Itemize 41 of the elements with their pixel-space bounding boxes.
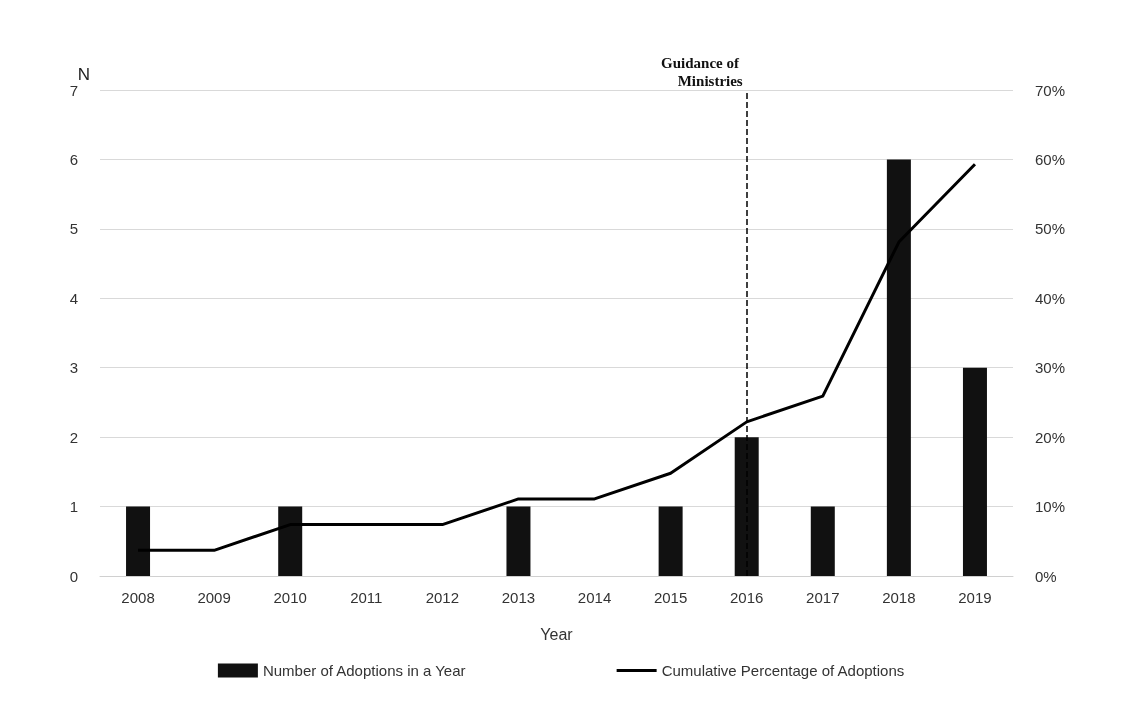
y-tick-label: 5 bbox=[69, 220, 78, 238]
y2-tick-label: 60% bbox=[1035, 150, 1066, 168]
x-tick-label: 2010 bbox=[273, 589, 307, 606]
y-tick-label: 3 bbox=[69, 359, 78, 377]
bar bbox=[734, 437, 759, 576]
y-tick-label: 1 bbox=[69, 498, 78, 516]
x-tick-label: 2009 bbox=[197, 589, 231, 606]
legend-label: Cumulative Percentage of Adoptions bbox=[661, 662, 905, 679]
y-tick-label: 0 bbox=[69, 567, 78, 585]
ref-line-label: Guidance of Ministries bbox=[661, 55, 743, 89]
y2-tick-label: 50% bbox=[1035, 220, 1066, 238]
x-axis-title: Year bbox=[540, 625, 574, 643]
x-tick-label: 2016 bbox=[730, 589, 764, 606]
bar bbox=[886, 159, 911, 576]
y-axis-title: N bbox=[77, 64, 90, 84]
bar bbox=[506, 506, 531, 576]
bar bbox=[658, 506, 683, 576]
y-tick-label: 6 bbox=[69, 150, 78, 168]
x-tick-label: 2019 bbox=[958, 589, 992, 606]
x-tick-label: 2018 bbox=[882, 589, 916, 606]
y2-tick-label: 70% bbox=[1035, 81, 1066, 99]
x-tick-label: 2017 bbox=[806, 589, 840, 606]
bar bbox=[810, 506, 835, 576]
bar bbox=[278, 506, 303, 576]
y2-tick-label: 30% bbox=[1035, 359, 1066, 377]
x-tick-label: 2013 bbox=[501, 589, 536, 606]
y-tick-label: 2 bbox=[69, 428, 78, 446]
y2-tick-label: 0% bbox=[1035, 567, 1057, 585]
y2-tick-label: 20% bbox=[1035, 428, 1066, 446]
bar bbox=[962, 367, 987, 576]
x-tick-label: 2011 bbox=[350, 589, 383, 606]
bar bbox=[126, 506, 151, 576]
y-tick-label: 4 bbox=[69, 289, 78, 307]
x-tick-label: 2008 bbox=[121, 589, 155, 606]
legend-label: Number of Adoptions in a Year bbox=[262, 662, 466, 679]
y-tick-label: 7 bbox=[69, 81, 78, 99]
y2-tick-label: 40% bbox=[1035, 289, 1066, 307]
x-tick-label: 2014 bbox=[577, 589, 612, 606]
y2-tick-label: 10% bbox=[1035, 498, 1066, 516]
x-tick-label: 2015 bbox=[653, 589, 688, 606]
x-tick-label: 2012 bbox=[425, 589, 460, 606]
